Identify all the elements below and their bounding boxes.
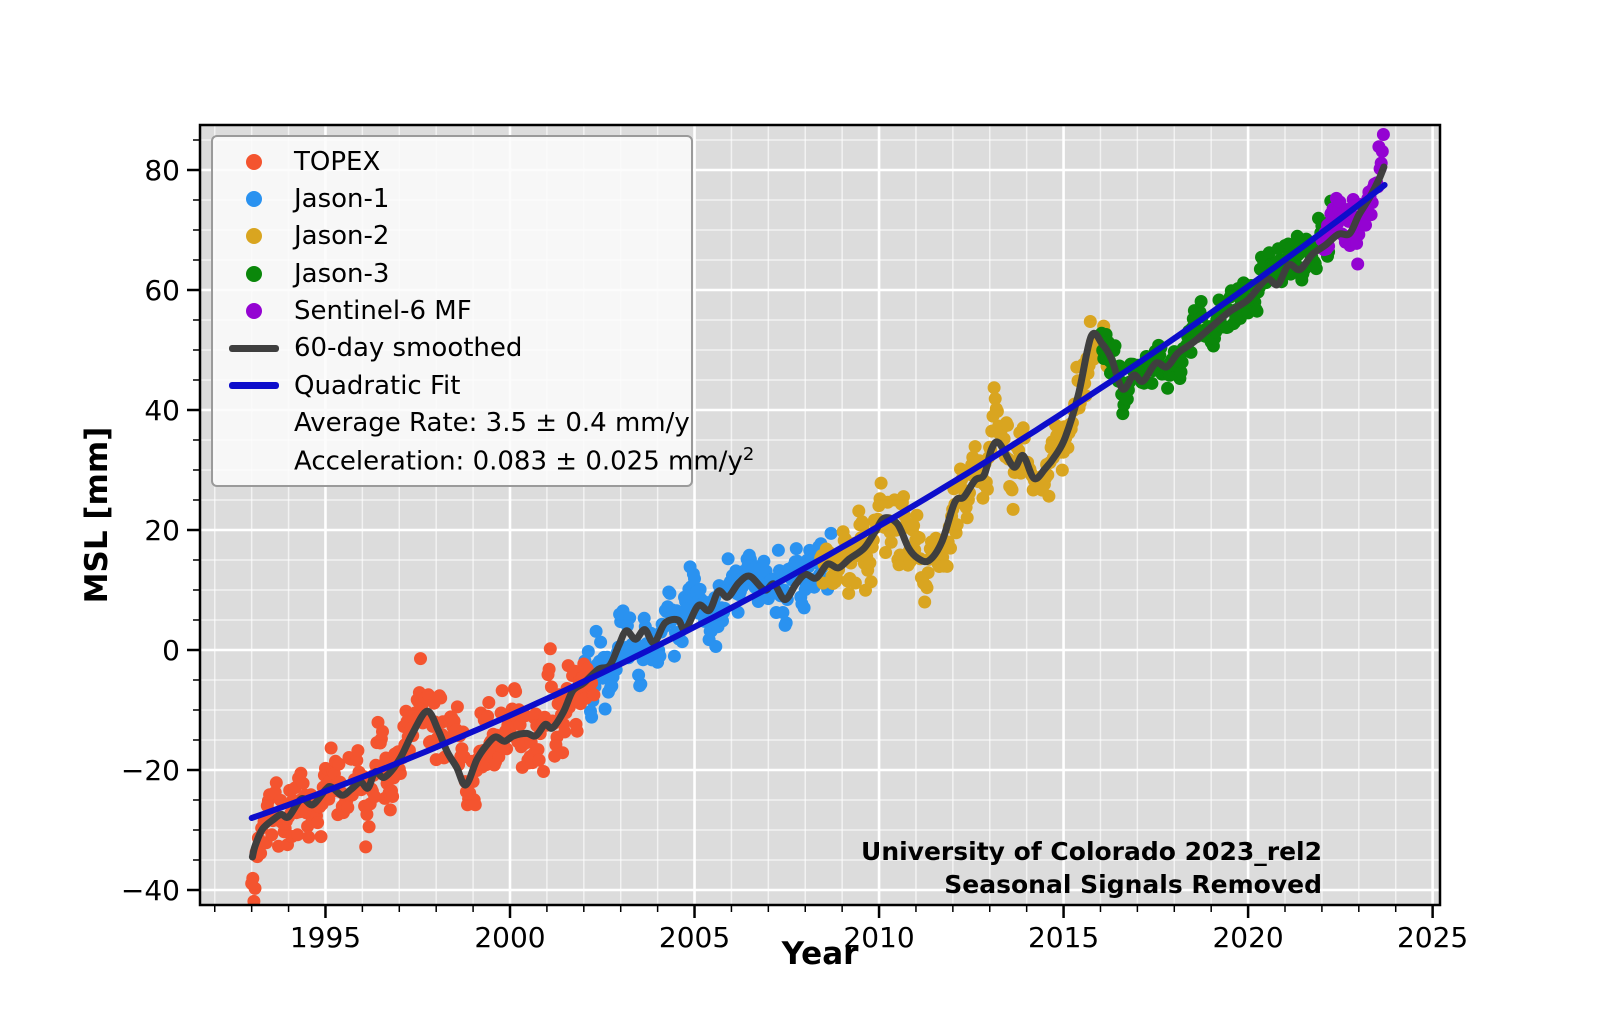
legend-label: Jason-1 bbox=[294, 183, 390, 214]
x-tick-label: 2000 bbox=[474, 921, 545, 954]
x-tick-label: 2005 bbox=[659, 921, 730, 954]
x-tick-label: 2020 bbox=[1212, 921, 1283, 954]
x-tick-label: 1995 bbox=[290, 921, 361, 954]
y-tick-label: 60 bbox=[144, 274, 180, 307]
annotation-line-2: Seasonal Signals Removed bbox=[944, 870, 1322, 899]
sentinel6-dot-icon bbox=[245, 302, 262, 319]
x-tick-label: 2015 bbox=[1028, 921, 1099, 954]
source-annotation: University of Colorado 2023_rel2 Seasona… bbox=[861, 835, 1322, 901]
y-axis-title: MSL [mm] bbox=[79, 426, 115, 604]
plot-area bbox=[245, 125, 1390, 905]
smoothed-line-icon bbox=[228, 344, 279, 352]
legend-label: TOPEX bbox=[294, 146, 381, 177]
legend-average-rate: Average Rate: 3.5 ± 0.4 mm/y bbox=[294, 407, 690, 438]
jason2-dot-icon bbox=[245, 228, 262, 245]
legend-label: Quadratic Fit bbox=[294, 370, 461, 401]
legend-acceleration: Acceleration: 0.083 ± 0.025 mm/y2 bbox=[294, 443, 755, 477]
x-tick-label: 2025 bbox=[1397, 921, 1468, 954]
axis-ticks bbox=[187, 139, 1434, 918]
legend-item-fit: Quadratic Fit bbox=[213, 368, 691, 404]
legend-item-jason3: Jason-3 bbox=[213, 256, 691, 292]
y-tick-label: 80 bbox=[144, 154, 180, 187]
x-axis-title: Year bbox=[781, 936, 859, 972]
quadratic-fit-line bbox=[248, 182, 1388, 821]
quadratic-fit-line-icon bbox=[228, 382, 279, 390]
legend-item-topex: TOPEX bbox=[213, 144, 691, 180]
plot-border bbox=[198, 123, 1442, 907]
jason3-dot-icon bbox=[245, 265, 262, 282]
legend-item-smoothed: 60-day smoothed bbox=[213, 330, 691, 366]
legend-label: Sentinel-6 MF bbox=[294, 295, 472, 326]
legend-label: 60-day smoothed bbox=[294, 333, 523, 364]
y-tick-label: 20 bbox=[144, 514, 180, 547]
legend-box: TOPEX Jason-1 Jason-2 Jason-3 Sentinel-6… bbox=[211, 135, 755, 487]
y-tick-label: −20 bbox=[121, 754, 180, 787]
tick-labels: 1995 2000 2005 2010 2015 2020 2025 −40 −20 0 20 40 6… bbox=[121, 154, 1468, 954]
topex-dot-icon bbox=[245, 153, 262, 170]
legend-item-jason1: Jason-1 bbox=[213, 181, 691, 217]
jason1-dot-icon bbox=[245, 190, 262, 207]
legend-label: Jason-2 bbox=[294, 221, 390, 252]
smoothed-line bbox=[248, 163, 1388, 861]
legend-label: Jason-3 bbox=[294, 258, 390, 289]
y-tick-label: 0 bbox=[162, 634, 180, 667]
annotation-line-1: University of Colorado 2023_rel2 bbox=[861, 837, 1322, 866]
legend-item-sentinel6: Sentinel-6 MF bbox=[213, 293, 691, 329]
y-tick-label: 40 bbox=[144, 394, 180, 427]
y-tick-label: −40 bbox=[121, 874, 180, 907]
x-tick-label: 2010 bbox=[843, 921, 914, 954]
legend-item-jason2: Jason-2 bbox=[213, 218, 691, 254]
